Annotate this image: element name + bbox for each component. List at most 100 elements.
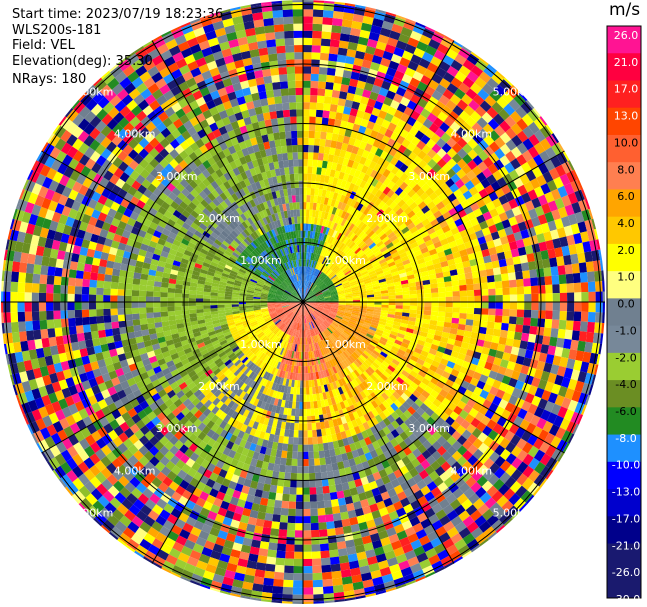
velocity-gate: [281, 316, 288, 322]
velocity-gate: [313, 343, 317, 351]
velocity-gate: [303, 466, 309, 474]
velocity-gate: [325, 329, 331, 336]
velocity-gate: [139, 279, 148, 286]
velocity-gate: [292, 152, 298, 160]
velocity-gate: [480, 314, 489, 322]
velocity-gate: [295, 281, 299, 289]
velocity-gate: [466, 313, 474, 320]
velocity-gate: [267, 331, 274, 338]
velocity-gate: [281, 324, 287, 331]
velocity-gate: [296, 322, 299, 330]
velocity-gate: [323, 321, 330, 327]
velocity-gate: [347, 323, 355, 329]
velocity-gate: [303, 302, 311, 303]
velocity-gate: [317, 298, 325, 300]
velocity-gate: [276, 485, 284, 494]
velocity-gate: [240, 332, 248, 338]
velocity-gate: [345, 296, 353, 299]
velocity-gate: [335, 339, 342, 346]
velocity-gate: [283, 436, 289, 444]
velocity-gate: [295, 365, 299, 374]
velocity-gate: [276, 338, 282, 346]
velocity-gate: [344, 312, 352, 316]
velocity-gate: [257, 245, 264, 253]
velocity-gate: [274, 298, 282, 300]
velocity-gate: [278, 275, 284, 282]
velocity-gate: [341, 265, 348, 272]
velocity-gate: [304, 287, 306, 295]
velocity-gate: [282, 281, 289, 288]
velocity-gate: [174, 297, 182, 302]
velocity-gate: [307, 166, 313, 174]
velocity-gate: [294, 180, 299, 188]
velocity-gate: [319, 332, 325, 340]
velocity-gate: [304, 266, 306, 274]
velocity-gate: [315, 269, 320, 277]
velocity-gate: [309, 304, 316, 309]
velocity-gate: [437, 311, 446, 317]
velocity-gate: [314, 342, 319, 350]
velocity-gate: [282, 272, 287, 279]
velocity-gate: [308, 274, 312, 282]
velocity-gate: [308, 292, 315, 298]
velocity-gate: [308, 282, 312, 289]
velocity-gate: [301, 287, 303, 295]
velocity-gate: [308, 306, 315, 312]
velocity-gate: [355, 337, 363, 344]
velocity-gate: [343, 284, 351, 289]
velocity-gate: [310, 260, 314, 268]
velocity-gate: [326, 251, 332, 259]
velocity-gate: [364, 317, 373, 322]
velocity-gate: [289, 284, 295, 291]
velocity-gate: [293, 245, 296, 253]
velocity-gate: [315, 261, 319, 269]
velocity-gate: [299, 409, 303, 417]
velocity-gate: [329, 236, 335, 245]
velocity-gate: [356, 336, 364, 342]
velocity-gate: [331, 237, 337, 246]
velocity-gate: [311, 231, 316, 239]
velocity-gate: [268, 291, 276, 295]
velocity-gate: [452, 296, 461, 302]
velocity-gate: [195, 298, 204, 302]
velocity-gate: [281, 264, 287, 272]
velocity-gate: [330, 342, 337, 350]
velocity-gate: [323, 295, 331, 298]
velocity-gate: [287, 286, 294, 293]
velocity-gate: [337, 308, 346, 311]
velocity-gate: [337, 326, 345, 332]
velocity-gate: [336, 327, 344, 333]
velocity-gate: [292, 321, 296, 329]
velocity-gate: [306, 323, 308, 331]
velocity-gate: [294, 259, 297, 268]
velocity-gate: [303, 309, 305, 317]
velocity-gate: [268, 491, 277, 500]
velocity-gate: [296, 394, 300, 402]
velocity-gate: [272, 244, 278, 252]
velocity-gate: [286, 310, 293, 316]
velocity-gate: [334, 317, 342, 323]
velocity-gate: [329, 310, 337, 315]
velocity-gate: [314, 327, 319, 335]
velocity-gate: [312, 238, 317, 247]
velocity-gate: [331, 275, 338, 281]
velocity-gate: [317, 160, 323, 168]
velocity-gate: [343, 286, 351, 291]
velocity-gate: [131, 296, 139, 302]
velocity-gate: [294, 173, 299, 181]
velocity-gate: [303, 366, 306, 374]
velocity-gate: [335, 356, 341, 364]
velocity-gate: [316, 349, 321, 357]
velocity-gate: [437, 282, 445, 288]
velocity-gate: [352, 328, 360, 335]
velocity-gate: [331, 264, 338, 272]
velocity-gate: [339, 252, 346, 260]
velocity-gate: [270, 324, 277, 331]
velocity-gate: [300, 316, 302, 324]
velocity-gate: [264, 258, 271, 265]
velocity-gate: [260, 296, 268, 299]
velocity-gate: [282, 305, 290, 309]
velocity-gate: [263, 241, 269, 249]
velocity-gate: [300, 280, 302, 288]
velocity-gate: [308, 259, 311, 267]
